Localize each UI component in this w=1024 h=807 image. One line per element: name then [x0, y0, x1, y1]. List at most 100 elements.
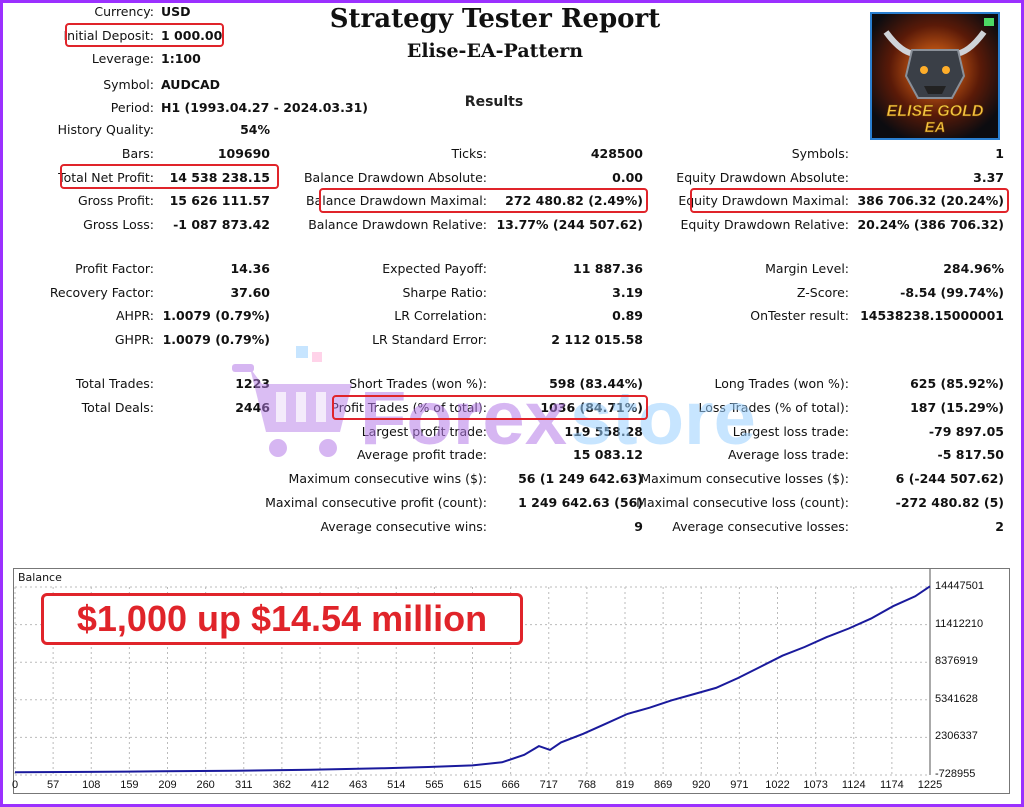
- maximal-consec-loss-value: -272 480.82 (5): [895, 495, 1004, 510]
- ticks-label: Ticks:: [451, 146, 487, 161]
- logo-line2: EA: [925, 119, 946, 136]
- net-profit-highlight: [60, 164, 279, 189]
- x-tick-label: 412: [310, 779, 330, 791]
- balance-dd-abs-value: 0.00: [612, 170, 643, 185]
- avg-consec-losses-value: 2: [995, 519, 1004, 534]
- x-tick-label: 565: [425, 779, 444, 791]
- gross-profit-label: Gross Profit:: [77, 193, 154, 208]
- average-profit-label: Average profit trade:: [356, 447, 487, 462]
- expected-payoff-value: 11 887.36: [573, 261, 643, 276]
- x-tick-label: 971: [730, 779, 749, 791]
- maximal-consec-profit-label: Maximal consecutive profit (count):: [265, 495, 487, 510]
- ghpr-value: 1.0079 (0.79%): [162, 332, 270, 347]
- y-tick-label: 2306337: [935, 730, 978, 743]
- average-profit-value: 15 083.12: [573, 447, 643, 462]
- margin-level-value: 284.96%: [943, 261, 1004, 276]
- largest-profit-value: 119 558.28: [564, 424, 643, 439]
- initial-deposit-value: 1 000.00: [161, 28, 223, 43]
- lr-std-error-label: LR Standard Error:: [372, 332, 487, 347]
- x-tick-label: 615: [463, 779, 482, 791]
- max-consec-wins-label: Maximum consecutive wins ($):: [288, 471, 487, 486]
- largest-loss-value: -79 897.05: [928, 424, 1004, 439]
- y-tick-label: 5341628: [935, 692, 978, 705]
- x-tick-label: 260: [196, 779, 215, 791]
- profit-callout: $1,000 up $14.54 million: [41, 593, 523, 645]
- leverage-value: 1:100: [161, 51, 201, 66]
- profit-trades-value: 1036 (84.71%): [540, 400, 643, 415]
- x-tick-label: 57: [47, 779, 60, 791]
- balance-dd-rel-label: Balance Drawdown Relative:: [308, 217, 487, 232]
- chart-title: Balance: [18, 571, 62, 584]
- period-value: H1 (1993.04.27 - 2024.03.31): [161, 100, 368, 115]
- profit-factor-label: Profit Factor:: [75, 261, 154, 276]
- x-tick-label: 362: [272, 779, 292, 791]
- ahpr-value: 1.0079 (0.79%): [162, 308, 270, 323]
- max-consec-losses-label: Maximum consecutive losses ($):: [640, 471, 849, 486]
- recovery-factor-value: 37.60: [230, 285, 270, 300]
- equity-dd-max-label: Equity Drawdown Maximal:: [678, 193, 849, 208]
- avg-consec-wins-label: Average consecutive wins:: [320, 519, 487, 534]
- symbol-value: AUDCAD: [161, 77, 221, 92]
- lr-correlation-value: 0.89: [612, 308, 643, 323]
- initial-deposit-highlight: [65, 23, 224, 47]
- total-deals-label: Total Deals:: [81, 400, 154, 415]
- gross-loss-label: Gross Loss:: [83, 217, 154, 232]
- loss-trades-value: 187 (15.29%): [910, 400, 1004, 415]
- ticks-value: 428500: [590, 146, 643, 161]
- net-profit-label: Total Net Profit:: [58, 170, 154, 185]
- x-tick-label: 159: [120, 779, 139, 791]
- y-tick-label: 14447501: [935, 580, 984, 592]
- x-tick-label: 108: [82, 779, 101, 791]
- x-tick-label: 1022: [765, 779, 790, 791]
- currency-value: USD: [161, 4, 191, 19]
- largest-loss-label: Largest loss trade:: [732, 424, 849, 439]
- equity-dd-abs-value: 3.37: [973, 170, 1004, 185]
- balance-series-line: [14, 585, 931, 774]
- ontester-label: OnTester result:: [750, 308, 849, 323]
- max-consec-wins-value: 56 (1 249 642.63): [518, 471, 643, 486]
- x-tick-label: 311: [234, 779, 253, 791]
- average-loss-label: Average loss trade:: [728, 447, 849, 462]
- average-loss-value: -5 817.50: [937, 447, 1004, 462]
- x-tick-label: 819: [615, 779, 635, 791]
- x-tick-label: 1073: [803, 779, 828, 791]
- equity-dd-rel-label: Equity Drawdown Relative:: [680, 217, 849, 232]
- results-heading: Results: [464, 94, 524, 110]
- sharpe-value: 3.19: [612, 285, 643, 300]
- largest-profit-label: Largest profit trade:: [361, 424, 487, 439]
- y-tick-label: 8376919: [935, 655, 978, 668]
- x-tick-label: 1174: [880, 779, 904, 791]
- equity-dd-abs-label: Equity Drawdown Absolute:: [676, 170, 849, 185]
- balance-chart: Balance 14447501 11412210 8376919 5341628 23…: [12, 568, 1010, 794]
- x-tick-label: 209: [158, 779, 177, 791]
- x-tick-label: 666: [501, 779, 520, 791]
- ahpr-label: AHPR:: [115, 308, 154, 323]
- report-title: Strategy Tester Report: [329, 4, 661, 34]
- x-tick-label: 1225: [917, 779, 943, 791]
- ghpr-label: GHPR:: [114, 332, 154, 347]
- short-trades-label: Short Trades (won %):: [349, 376, 487, 391]
- total-trades-label: Total Trades:: [75, 376, 154, 391]
- maximal-consec-profit-value: 1 249 642.63 (56): [518, 495, 643, 510]
- margin-level-label: Margin Level:: [765, 261, 849, 276]
- total-deals-value: 2446: [235, 400, 270, 415]
- long-trades-value: 625 (85.92%): [910, 376, 1004, 391]
- profit-trades-highlight: [332, 395, 648, 420]
- equity-dd-max-highlight: [690, 188, 1009, 213]
- z-score-value: -8.54 (99.74%): [900, 285, 1004, 300]
- z-score-label: Z-Score:: [796, 285, 849, 300]
- balance-dd-max-highlight: [319, 188, 648, 213]
- equity-dd-rel-value: 20.24% (386 706.32): [857, 217, 1004, 232]
- max-consec-losses-value: 6 (-244 507.62): [895, 471, 1004, 486]
- x-tick-label: 1124: [841, 779, 866, 791]
- y-tick-label: 11412210: [935, 617, 984, 630]
- profit-trades-label: Profit Trades (% of total):: [331, 400, 487, 415]
- long-trades-label: Long Trades (won %):: [714, 376, 849, 391]
- loss-trades-label: Loss Trades (% of total):: [698, 400, 849, 415]
- equity-dd-max-value: 386 706.32 (20.24%): [857, 193, 1004, 208]
- sharpe-label: Sharpe Ratio:: [402, 285, 487, 300]
- logo-line1: ELISE GOLD: [887, 103, 984, 120]
- expected-payoff-label: Expected Payoff:: [382, 261, 487, 276]
- x-tick-label: 768: [577, 779, 597, 791]
